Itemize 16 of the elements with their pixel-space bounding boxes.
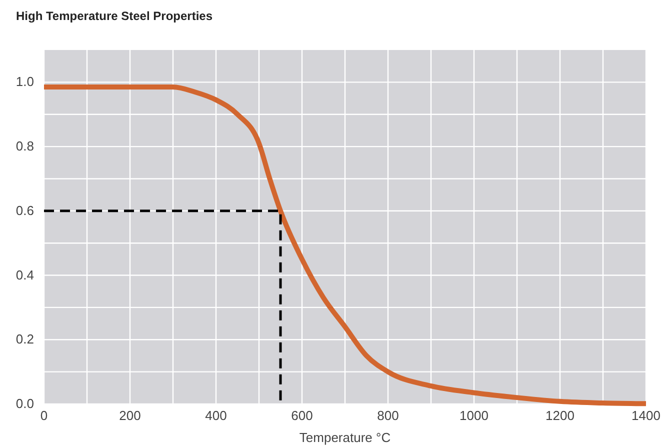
y-tick-label: 0.4 xyxy=(16,267,34,282)
x-tick-label: 0 xyxy=(40,408,48,423)
y-tick-label: 0.8 xyxy=(16,138,34,154)
x-tick-label: 800 xyxy=(377,408,399,423)
y-tick-label: 0.2 xyxy=(16,332,34,347)
y-tick-label: 1.0 xyxy=(16,74,34,90)
x-tick-label: 1200 xyxy=(546,408,574,423)
y-tick-label: 0.6 xyxy=(16,202,34,218)
x-tick-label: 1000 xyxy=(460,408,488,423)
x-tick-label: 200 xyxy=(119,408,141,423)
y-tick-label: 0.0 xyxy=(16,396,34,411)
x-tick-label: 400 xyxy=(205,408,227,423)
x-tick-label: 600 xyxy=(291,408,313,423)
x-axis-title: Temperature °C xyxy=(299,430,391,445)
x-tick-label: 1400 xyxy=(632,408,660,423)
chart-title: High Temperature Steel Properties xyxy=(16,9,213,23)
